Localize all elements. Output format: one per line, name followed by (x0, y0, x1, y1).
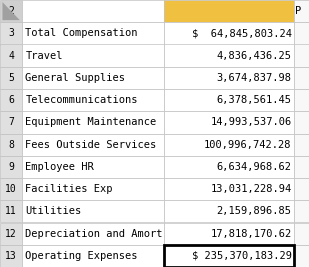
Text: General Supplies: General Supplies (25, 73, 125, 83)
Text: Telecommunications: Telecommunications (25, 95, 138, 105)
Bar (164, 89, 294, 111)
Bar (294, 22, 309, 45)
Text: 13,031,228.94: 13,031,228.94 (210, 184, 292, 194)
Bar (294, 89, 309, 111)
Bar (0, 200, 22, 222)
Bar (294, 0, 309, 22)
Text: Travel: Travel (25, 51, 63, 61)
Text: 12: 12 (5, 229, 17, 239)
Bar (22, 245, 164, 267)
Text: 6,378,561.45: 6,378,561.45 (217, 95, 292, 105)
Bar (22, 222, 164, 245)
Text: 17,818,170.62: 17,818,170.62 (210, 229, 292, 239)
Bar (164, 0, 294, 22)
Text: 14,993,537.06: 14,993,537.06 (210, 117, 292, 127)
Polygon shape (2, 2, 20, 20)
Bar (164, 156, 294, 178)
Bar (22, 67, 164, 89)
Text: 6,634,968.62: 6,634,968.62 (217, 162, 292, 172)
Bar (164, 178, 294, 200)
Bar (164, 22, 294, 45)
Text: 10: 10 (5, 184, 17, 194)
Bar (294, 156, 309, 178)
Bar (164, 245, 294, 267)
Bar (22, 89, 164, 111)
Bar (22, 156, 164, 178)
Bar (294, 222, 309, 245)
Bar (294, 67, 309, 89)
Text: 11: 11 (5, 206, 17, 216)
Bar (0, 156, 22, 178)
Text: 7: 7 (8, 117, 14, 127)
Text: Employee HR: Employee HR (25, 162, 94, 172)
Bar (22, 0, 164, 22)
Bar (0, 134, 22, 156)
Bar (164, 245, 294, 267)
Bar (164, 200, 294, 222)
Text: Facilities Exp: Facilities Exp (25, 184, 113, 194)
Bar (0, 0, 22, 22)
Bar (0, 67, 22, 89)
Bar (22, 45, 164, 67)
Bar (0, 245, 22, 267)
Bar (22, 111, 164, 134)
Bar (294, 45, 309, 67)
Text: 6: 6 (8, 95, 14, 105)
Bar (294, 111, 309, 134)
Bar (294, 134, 309, 156)
Bar (22, 134, 164, 156)
Text: 5: 5 (8, 73, 14, 83)
Text: 2,159,896.85: 2,159,896.85 (217, 206, 292, 216)
Bar (0, 22, 22, 45)
Bar (0, 89, 22, 111)
Bar (0, 222, 22, 245)
Bar (0, 45, 22, 67)
Bar (22, 22, 164, 45)
Text: $ 235,370,183.29: $ 235,370,183.29 (192, 251, 292, 261)
Text: 2: 2 (8, 6, 14, 16)
Text: Equipment Maintenance: Equipment Maintenance (25, 117, 157, 127)
Bar (164, 45, 294, 67)
Text: Utilities: Utilities (25, 206, 82, 216)
Text: Depreciation and Amort: Depreciation and Amort (25, 229, 163, 239)
Text: 4,836,436.25: 4,836,436.25 (217, 51, 292, 61)
Bar (0, 111, 22, 134)
Bar (22, 200, 164, 222)
Bar (294, 200, 309, 222)
Text: 100,996,742.28: 100,996,742.28 (204, 140, 292, 150)
Text: 3: 3 (8, 28, 14, 38)
Bar (164, 111, 294, 134)
Bar (164, 67, 294, 89)
Text: 9: 9 (8, 162, 14, 172)
Bar (22, 178, 164, 200)
Text: 3,674,837.98: 3,674,837.98 (217, 73, 292, 83)
Bar (294, 178, 309, 200)
Text: P: P (295, 6, 301, 16)
Bar (294, 245, 309, 267)
Text: Operating Expenses: Operating Expenses (25, 251, 138, 261)
Bar (164, 134, 294, 156)
Text: 4: 4 (8, 51, 14, 61)
Text: Total Compensation: Total Compensation (25, 28, 138, 38)
Text: 13: 13 (5, 251, 17, 261)
Text: 8: 8 (8, 140, 14, 150)
Bar (0, 178, 22, 200)
Bar (164, 222, 294, 245)
Text: Fees Outside Services: Fees Outside Services (25, 140, 157, 150)
Text: $  64,845,803.24: $ 64,845,803.24 (192, 28, 292, 38)
